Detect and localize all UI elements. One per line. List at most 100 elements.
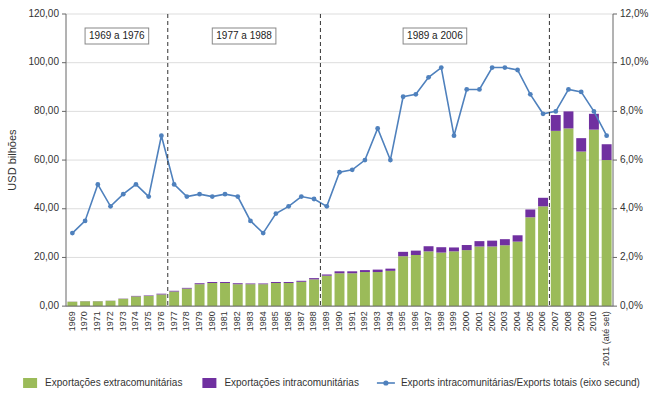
x-tick-label: 2009 — [576, 311, 586, 331]
y-tick-label: 40,00 — [34, 202, 59, 213]
ratio-marker — [528, 92, 533, 97]
legend-label: Exportações extracomunitárias — [45, 377, 182, 388]
y2-tick — [613, 208, 617, 209]
bar — [602, 144, 612, 160]
bar — [385, 269, 395, 271]
x-tick-label: 1983 — [245, 311, 255, 331]
x-tick-label: 1992 — [359, 311, 369, 331]
ratio-marker — [604, 133, 609, 138]
x-tick-label: 1996 — [410, 311, 420, 331]
x-tick-label: 1982 — [232, 311, 242, 331]
period-labels: 1969 a 19761977 a 19881989 a 2006 — [85, 28, 467, 44]
bar — [360, 270, 370, 272]
legend-label: Exports intracomunitárias/Exports totais… — [401, 377, 640, 388]
bar — [449, 251, 459, 306]
x-tick-label: 1971 — [92, 311, 102, 331]
y-tick — [62, 257, 66, 258]
ratio-marker — [70, 231, 75, 236]
axes: 0,0020,0040,0060,0080,00100,00120,000,0%… — [28, 8, 648, 366]
bar — [131, 296, 141, 306]
y-tick-label: 80,00 — [34, 105, 59, 116]
period-boundary — [549, 14, 550, 306]
ratio-marker — [439, 65, 444, 70]
bar — [474, 241, 484, 246]
bar — [144, 295, 154, 296]
bar — [93, 301, 103, 302]
y-tick — [62, 208, 66, 209]
ratio-marker — [83, 219, 88, 224]
x-tick-label: 1970 — [79, 311, 89, 331]
bar — [462, 250, 472, 306]
ratio-marker — [286, 204, 291, 209]
x-tick-label: 1978 — [181, 311, 191, 331]
period-box — [85, 28, 149, 44]
x-tick-label: 2000 — [461, 311, 471, 331]
period-boundary — [167, 14, 168, 306]
x-tick-label: 1998 — [436, 311, 446, 331]
period-text: 1977 a 1988 — [216, 30, 272, 41]
grid-line — [66, 111, 613, 112]
ratio-marker — [184, 194, 189, 199]
bar — [551, 131, 561, 306]
x-tick-label: 1997 — [423, 311, 433, 331]
ratio-marker — [426, 75, 431, 80]
y2-tick — [613, 306, 617, 307]
grid-line — [66, 62, 613, 63]
x-tick-label: 2003 — [499, 311, 509, 331]
bar — [169, 292, 179, 307]
x-tick-label: 1995 — [397, 311, 407, 331]
ratio-marker — [375, 126, 380, 131]
y-tick-label: 20,00 — [34, 251, 59, 262]
bar — [564, 128, 574, 306]
x-tick-label: 2011 (até set) — [601, 311, 611, 366]
y-tick-label: 60,00 — [34, 154, 59, 165]
x-tick-label: 1993 — [372, 311, 382, 331]
ratio-marker — [388, 158, 393, 163]
x-tick-label: 1981 — [219, 311, 229, 331]
legend: Exportações extracomunitárias Exportações… — [23, 377, 640, 388]
bar — [284, 282, 294, 284]
y2-tick — [613, 111, 617, 112]
period-text: 1969 a 1976 — [89, 30, 145, 41]
bar — [182, 287, 192, 289]
y2-tick — [613, 257, 617, 258]
ratio-marker — [477, 87, 482, 92]
ratio-marker — [134, 182, 139, 187]
bar — [195, 284, 205, 306]
x-tick-label: 1985 — [270, 311, 280, 331]
y-tick — [62, 160, 66, 161]
y-tick — [62, 62, 66, 63]
legend-label: Exportações intracomunitárias — [224, 377, 359, 388]
marks — [67, 65, 611, 306]
y2-tick-label: 8,0% — [620, 105, 643, 116]
x-tick-label: 2006 — [537, 311, 547, 331]
bar — [258, 283, 268, 285]
bar — [93, 301, 103, 306]
bar — [156, 294, 166, 306]
bar — [296, 282, 306, 306]
ratio-marker — [210, 194, 215, 199]
bar — [513, 242, 523, 307]
legend-marker — [383, 380, 388, 385]
y-tick — [62, 306, 66, 307]
bar — [169, 290, 179, 292]
y2-tick — [613, 62, 617, 63]
bar — [551, 115, 561, 131]
bar — [500, 245, 510, 306]
bar — [424, 251, 434, 306]
bar — [398, 252, 408, 256]
ratio-marker — [324, 204, 329, 209]
bar — [118, 299, 128, 306]
x-tick-label: 2004 — [512, 311, 522, 331]
x-tick-label: 1991 — [347, 311, 357, 331]
bar — [156, 293, 166, 295]
bar — [589, 114, 599, 130]
period-boundary — [320, 14, 321, 306]
bar — [385, 271, 395, 306]
period-annotation: 1969 a 1976 — [85, 28, 149, 44]
y-tick-label: 100,00 — [28, 56, 59, 67]
ratio-line — [72, 68, 606, 234]
bar — [538, 198, 548, 207]
bar — [80, 301, 90, 302]
bar — [576, 152, 586, 307]
